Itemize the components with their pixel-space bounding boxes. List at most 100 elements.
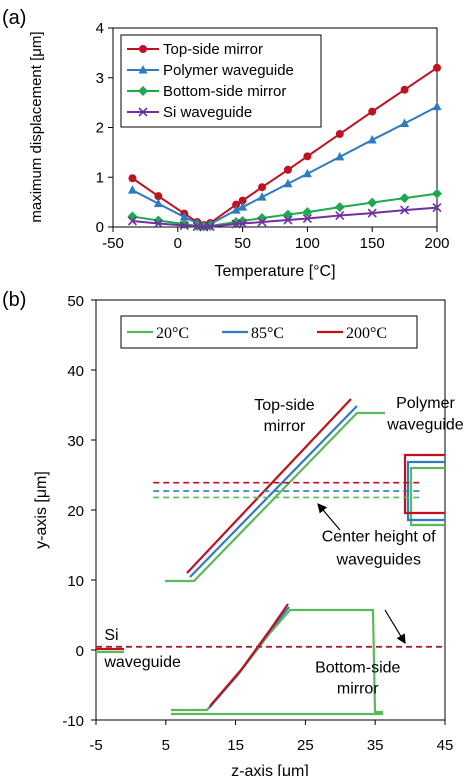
- legend-label-top-side-mirror: Top-side mirror: [163, 41, 263, 58]
- a-ytick-label: 1: [96, 169, 104, 186]
- data-point-si-waveguide: [127, 216, 138, 226]
- annotation-text: waveguide: [386, 417, 464, 434]
- data-point-polymer-waveguide: [153, 198, 163, 208]
- top-side-mirror-200c: [186, 398, 352, 574]
- annotation-text: mirror: [264, 418, 306, 435]
- a-ytick-label: 2: [96, 120, 104, 137]
- data-point-top-side-mirror: [258, 183, 267, 192]
- center-height-arrow-2: [384, 609, 406, 645]
- data-point-polymer-waveguide: [283, 178, 293, 188]
- data-point-bottom-side-mirror: [302, 207, 313, 218]
- data-point-top-side-mirror: [283, 165, 292, 174]
- a-ytick-label: 0: [96, 219, 104, 236]
- data-point-bottom-side-mirror: [399, 193, 410, 204]
- legend-label-200c: 200°C: [346, 325, 387, 342]
- legend-marker-si-waveguide: [138, 107, 148, 117]
- annotation-text: Si: [104, 627, 118, 644]
- data-point-si-waveguide: [238, 218, 248, 229]
- a-xtick-label: 100: [295, 235, 320, 252]
- b-xtick-label: -5: [89, 737, 102, 754]
- a-xtick-label: 150: [360, 235, 385, 252]
- b-ytick-label: 10: [67, 573, 84, 590]
- data-point-polymer-waveguide: [238, 202, 248, 211]
- b-xtick-label: 5: [162, 737, 170, 754]
- legend-marker-top-side-mirror: [139, 45, 147, 53]
- data-point-top-side-mirror: [433, 63, 441, 72]
- annotation-text: Center height of: [322, 529, 436, 546]
- legend-label-si-waveguide: Si waveguide: [163, 104, 252, 121]
- annotation-text: Polymer: [396, 395, 455, 412]
- data-point-polymer-waveguide: [179, 212, 189, 221]
- data-point-si-waveguide: [205, 221, 215, 232]
- polymer-waveguide-20c: [409, 466, 445, 527]
- legend-marker-polymer-waveguide: [138, 65, 148, 74]
- panel-a-y-axis-label-box: maximum displacement [μm]: [28, 31, 45, 223]
- annotation-text: waveguide: [103, 654, 181, 671]
- bottom-side-mirror-200c: [209, 603, 289, 707]
- b-ytick-label: 50: [67, 293, 84, 310]
- a-ytick-label: 3: [96, 70, 104, 87]
- annotation-text: Bottom-side: [315, 659, 400, 676]
- b-xtick-label: 15: [227, 737, 244, 754]
- data-point-top-side-mirror: [128, 174, 137, 183]
- panel-b-legend-entries: 20°C 85°C 200°C: [127, 325, 387, 342]
- annotation-text: mirror: [337, 680, 379, 697]
- b-ytick-label: -10: [62, 713, 84, 730]
- panel-b-structures: [96, 398, 445, 716]
- data-point-top-side-mirror: [154, 192, 163, 201]
- legend-label-85c: 85°C: [251, 325, 284, 342]
- panel-a-legend-entries: Top-side mirror Polymer waveguide Bottom-s…: [127, 41, 294, 121]
- data-point-top-side-mirror: [335, 129, 344, 138]
- data-point-bottom-side-mirror: [367, 197, 378, 208]
- panel-b-annotations: Top-side mirror Polymer waveguide Center hei…: [103, 395, 463, 698]
- a-xtick-label: 50: [234, 235, 251, 252]
- a-ytick-label: 4: [96, 20, 104, 37]
- data-point-top-side-mirror: [238, 196, 247, 205]
- center-height-arrow-1: [317, 503, 341, 531]
- b-ytick-label: 40: [67, 363, 84, 380]
- data-point-si-waveguide: [302, 213, 312, 224]
- data-point-polymer-waveguide: [335, 151, 345, 161]
- data-point-bottom-side-mirror: [282, 209, 293, 220]
- data-point-si-waveguide: [367, 208, 377, 218]
- legend-label-polymer-waveguide: Polymer waveguide: [163, 62, 294, 79]
- data-point-polymer-waveguide: [400, 118, 410, 128]
- data-point-bottom-side-mirror: [334, 202, 345, 213]
- panel-b-label: (b): [2, 289, 26, 311]
- panel-a-x-axis-label: Temperature [°C]: [214, 263, 335, 280]
- annotation-text: waveguides: [335, 552, 421, 569]
- b-xtick-label: 25: [297, 737, 314, 754]
- data-point-polymer-waveguide: [367, 134, 377, 144]
- panel-b-ticks: -5 5 15 25 35 45 -10 0 10 20 30 40 50: [62, 293, 453, 754]
- polymer-waveguide-200c: [403, 453, 445, 515]
- data-point-top-side-mirror: [232, 200, 241, 209]
- a-xtick-label: -50: [102, 235, 124, 252]
- data-point-si-waveguide: [335, 210, 345, 221]
- data-point-top-side-mirror: [303, 152, 312, 161]
- data-point-si-waveguide: [432, 203, 442, 213]
- a-xtick-label: 200: [424, 235, 449, 252]
- panel-b-legend: [120, 315, 418, 349]
- data-point-si-waveguide: [179, 220, 189, 231]
- panel-a-y-axis-label: maximum displacement [μm]: [28, 31, 45, 223]
- data-point-bottom-side-mirror: [432, 188, 442, 199]
- data-point-polymer-waveguide: [231, 205, 241, 214]
- data-point-top-side-mirror: [368, 107, 377, 116]
- panel-b-x-axis-label: z-axis [μm]: [231, 763, 309, 776]
- b-ytick-label: 0: [76, 643, 84, 660]
- b-xtick-label: 45: [437, 737, 454, 754]
- data-point-top-side-mirror: [400, 85, 409, 94]
- panel-b-center-height-lines: [96, 481, 445, 648]
- panel-b: (b) -5 5 15 25 35 45 -10 0 10 20 30 40 50: [2, 289, 464, 776]
- panel-a-series: [127, 63, 442, 232]
- legend-label-20c: 20°C: [156, 325, 189, 342]
- data-point-polymer-waveguide: [127, 185, 137, 194]
- b-ytick-label: 20: [67, 503, 84, 520]
- b-xtick-label: 35: [367, 737, 384, 754]
- a-xtick-label: 0: [174, 235, 182, 252]
- data-point-polymer-waveguide: [302, 168, 312, 178]
- data-point-si-waveguide: [283, 215, 293, 225]
- data-point-si-waveguide: [257, 217, 267, 227]
- panel-a-label: (a): [2, 7, 26, 29]
- data-point-si-waveguide: [400, 205, 410, 215]
